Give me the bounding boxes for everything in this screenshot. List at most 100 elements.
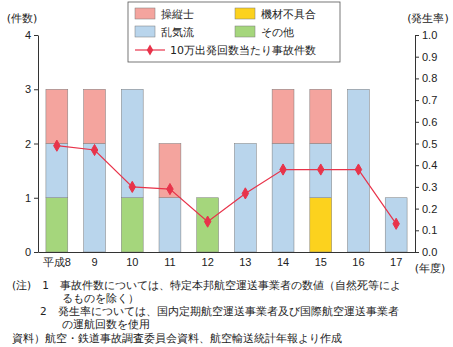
tick: 3 — [25, 83, 38, 95]
bar — [310, 198, 332, 252]
bar — [234, 143, 256, 144]
tick-label: 0.8 — [422, 72, 437, 84]
y-axis: 0 1 2 3 4 — [25, 29, 39, 258]
tick: 9 — [91, 252, 97, 268]
bar — [272, 144, 294, 253]
tick-label: 0.4 — [422, 159, 437, 171]
tick-mark — [415, 78, 419, 79]
tick-label: 13 — [239, 256, 251, 268]
tick: 1.0 — [415, 29, 437, 41]
x-axis-title: (年度) — [415, 262, 446, 275]
tick: 0.7 — [415, 94, 437, 106]
tick-label: 0.1 — [422, 224, 437, 236]
tick: 0 — [25, 246, 38, 258]
tick: 4 — [25, 29, 38, 41]
tick-label: 1.0 — [422, 29, 437, 41]
legend-box — [128, 2, 340, 62]
marker — [393, 218, 399, 229]
tick-mark — [415, 187, 419, 188]
tick: 0.0 — [415, 246, 437, 258]
bar — [310, 144, 332, 198]
marker — [280, 164, 286, 175]
tick: 13 — [239, 252, 251, 268]
tick-label: 0.7 — [422, 94, 437, 106]
tick-mark — [415, 165, 419, 166]
legend-swatch — [135, 8, 155, 19]
tick-label: 12 — [202, 256, 214, 268]
tick-label: 10 — [126, 256, 138, 268]
tick-mark — [415, 144, 419, 145]
y-axis-title: (件数) — [7, 12, 38, 25]
tick-label: 0.0 — [422, 246, 437, 258]
x-axis: 平成8 9 10 11 12 13 14 15 16 17 — [39, 252, 416, 268]
legend-marker — [147, 44, 153, 55]
bar — [121, 198, 143, 252]
tick-label: 0.6 — [422, 116, 437, 128]
tick-label: 0 — [25, 246, 31, 258]
tick-label: 3 — [25, 83, 31, 95]
tick-mark — [34, 252, 38, 253]
bar — [121, 89, 143, 90]
bar — [159, 144, 181, 198]
bar — [197, 197, 219, 198]
tick: 0.1 — [415, 224, 437, 236]
tick-label: 9 — [91, 256, 97, 268]
tick-label: 17 — [390, 256, 402, 268]
tick: 0.6 — [415, 116, 437, 128]
tick-mark — [34, 35, 38, 36]
tick-mark — [34, 89, 38, 90]
marker — [242, 188, 248, 199]
tick-mark — [34, 198, 38, 199]
legend-swatch — [135, 26, 155, 37]
bar — [197, 197, 219, 198]
x-axis-line — [39, 252, 416, 253]
tick-label: 0.2 — [422, 203, 437, 215]
tick: 0.8 — [415, 72, 437, 84]
bar — [272, 89, 294, 143]
tick-label: 2 — [25, 138, 31, 150]
tick-mark — [415, 122, 419, 123]
tick: 12 — [202, 252, 214, 268]
legend-label: 乱気流 — [161, 26, 194, 39]
tick: 15 — [315, 252, 327, 268]
marker — [318, 164, 324, 175]
bar — [197, 198, 219, 252]
note: 資料）航空・鉄道事故調査委員会資料、航空輸送統計年報より作成 — [12, 332, 342, 344]
tick-mark — [415, 252, 419, 253]
tick-label: 0.3 — [422, 181, 437, 193]
tick-label: 0.9 — [422, 51, 437, 63]
tick: 16 — [352, 252, 364, 268]
tick-mark — [415, 57, 419, 58]
tick: 10 — [126, 252, 138, 268]
tick: 14 — [277, 252, 289, 268]
legend-label: 操縦士 — [161, 8, 194, 21]
marker — [54, 140, 60, 151]
tick: 0.4 — [415, 159, 437, 171]
tick-label: 平成8 — [43, 256, 71, 268]
tick-mark — [415, 100, 419, 101]
plot-area — [46, 89, 407, 252]
y2-axis-title: (発生率) — [407, 12, 449, 25]
tick-label: 4 — [25, 29, 31, 41]
legend-swatch — [235, 26, 255, 37]
line — [57, 146, 396, 224]
tick-mark — [34, 144, 38, 145]
legend-label: その他 — [261, 26, 294, 39]
marker — [91, 144, 97, 155]
note: 2 発生率については、国内定期航空運送事業者及び国際航空運送事業者 — [40, 305, 399, 317]
tick: 1 — [25, 192, 38, 204]
bar — [385, 197, 407, 198]
bar — [159, 198, 181, 252]
tick: 2 — [25, 138, 38, 150]
legend-swatch — [235, 8, 255, 19]
tick-label: 14 — [277, 256, 289, 268]
legend-label: 機材不具合 — [261, 8, 316, 21]
tick-label: 11 — [164, 256, 175, 268]
marker — [204, 216, 210, 227]
tick: 17 — [390, 252, 402, 268]
tick-mark — [415, 209, 419, 210]
bar — [121, 89, 143, 198]
chart: 012340.00.10.20.30.40.50.60.70.80.91.0平成… — [0, 0, 453, 347]
bar — [46, 89, 68, 143]
bar — [46, 198, 68, 252]
